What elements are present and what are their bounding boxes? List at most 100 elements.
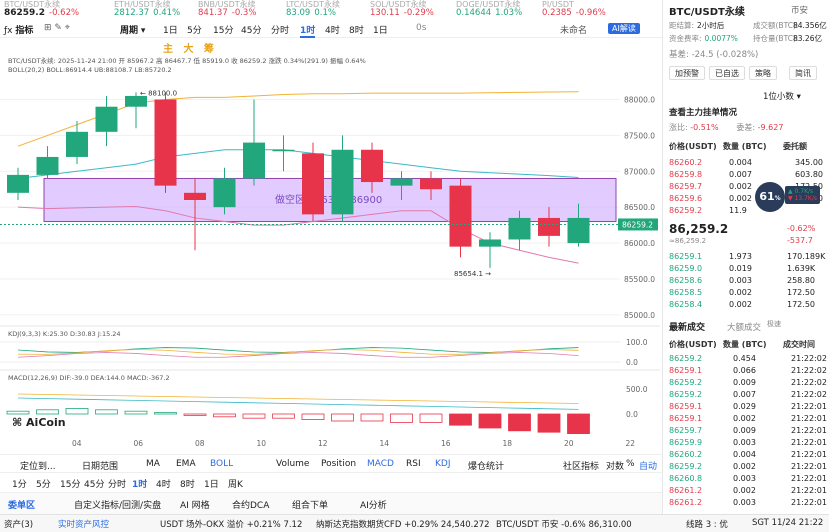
interval-15m[interactable]: 15分 bbox=[213, 26, 234, 36]
x-tick-label: 10 bbox=[257, 439, 267, 448]
bid-row[interactable]: 86259.1 1.973 170.189K bbox=[669, 251, 825, 263]
bid-row[interactable]: 86258.4 0.002 172.50 bbox=[669, 299, 825, 311]
period-0[interactable]: 1分 bbox=[12, 480, 27, 490]
period-4[interactable]: 分时 bbox=[108, 480, 127, 490]
order-tab-5[interactable]: AI分析 bbox=[360, 501, 387, 511]
interval-1d[interactable]: 1日 bbox=[163, 26, 178, 36]
last-price-sub: ≈86,259.2 bbox=[669, 237, 707, 245]
candle-body bbox=[7, 174, 29, 193]
assets-count[interactable]: 资产(3) bbox=[4, 520, 34, 530]
ticker-item[interactable]: BTC/USDT永续 86259.2 -0.62% bbox=[4, 0, 79, 18]
ticker-item[interactable]: SOL/USDT永续 130.11 -0.29% bbox=[370, 0, 434, 18]
tab-fast[interactable]: 极速 bbox=[767, 320, 781, 328]
strategy-button[interactable]: 策略 bbox=[749, 66, 777, 80]
x-tick-label: 12 bbox=[318, 439, 328, 448]
ticker-change: 0.41% bbox=[153, 8, 181, 18]
ind-ma[interactable]: MA bbox=[146, 459, 160, 469]
interval-1day[interactable]: 1日 bbox=[373, 26, 388, 36]
alert-button[interactable]: 加预警 bbox=[669, 66, 705, 80]
bid-row[interactable]: 86258.5 0.002 172.50 bbox=[669, 287, 825, 299]
trade-time: 21:22:01 bbox=[791, 402, 827, 411]
period-6[interactable]: 4时 bbox=[156, 480, 171, 490]
ask-price: 86259.6 bbox=[669, 194, 703, 203]
ticker-price: 86259.2 bbox=[4, 8, 45, 18]
percent-toggle[interactable]: % bbox=[626, 459, 635, 469]
stat-value: 2小时后 bbox=[697, 21, 725, 30]
trade-row: 86259.1 0.066 21:22:02 bbox=[669, 365, 827, 377]
main-order-link[interactable]: 查看主力挂单情况 bbox=[669, 108, 738, 118]
period-7[interactable]: 8时 bbox=[180, 480, 195, 490]
ticker-name: LTC/USDT永续 bbox=[286, 0, 341, 9]
macd-bar bbox=[154, 412, 177, 415]
trade-qty: 0.009 bbox=[733, 378, 756, 387]
ind-liquidation[interactable]: 爆仓统计 bbox=[468, 462, 505, 472]
candle-body bbox=[479, 239, 501, 247]
order-tab-4[interactable]: 组合下单 bbox=[292, 501, 329, 511]
ask-row[interactable]: 86260.2 0.004 345.00 bbox=[669, 157, 825, 169]
bid-row[interactable]: 86258.6 0.003 258.80 bbox=[669, 275, 825, 287]
tab-large-trades[interactable]: 大额成交 bbox=[727, 323, 762, 333]
ind-volume[interactable]: Volume bbox=[276, 459, 310, 469]
order-tab-2[interactable]: AI 网格 bbox=[180, 501, 210, 511]
toolbar-icons[interactable]: ⊞ ✎ ⌖ bbox=[44, 23, 70, 33]
x-tick-label: 14 bbox=[380, 439, 390, 448]
locate-button[interactable]: 定位到... bbox=[20, 462, 56, 472]
interval-timeline[interactable]: 分时 bbox=[271, 26, 290, 36]
favorite-button[interactable]: 已自选 bbox=[709, 66, 745, 80]
period-2[interactable]: 15分 bbox=[60, 480, 81, 490]
indicator-button[interactable]: ƒx 指标 bbox=[4, 26, 34, 36]
trade-price: 86259.2 bbox=[669, 378, 703, 387]
ind-position[interactable]: Position bbox=[321, 459, 357, 469]
depth-select[interactable]: 1位小数 ▾ bbox=[763, 92, 801, 102]
order-tab-0[interactable]: 委单区 bbox=[8, 501, 36, 511]
macd-bar bbox=[6, 410, 30, 415]
bid-qty: 0.002 bbox=[729, 300, 752, 309]
ask-row[interactable]: 86259.2 11.9 bbox=[669, 205, 825, 217]
interval-5m[interactable]: 5分 bbox=[187, 26, 202, 36]
speed-gauge[interactable]: 61% bbox=[755, 182, 785, 212]
community-indicator[interactable]: 社区指标 bbox=[563, 462, 600, 472]
ind-ema[interactable]: EMA bbox=[176, 459, 196, 469]
order-tab-3[interactable]: 合约DCA bbox=[232, 501, 270, 511]
interval-4h[interactable]: 4时 bbox=[325, 26, 340, 36]
ticker-item[interactable]: BNB/USDT永续 841.37 -0.3% bbox=[198, 0, 256, 18]
stat-label: 距结算: bbox=[669, 21, 695, 30]
ticker-item[interactable]: LTC/USDT永续 83.09 0.1% bbox=[286, 0, 340, 18]
risk-control[interactable]: 实时资产风控 bbox=[58, 520, 110, 530]
order-tab-1[interactable]: 自定义指标/回测/实盘 bbox=[74, 501, 162, 511]
news-button[interactable]: 简讯 bbox=[789, 66, 817, 80]
ask-qty: 0.004 bbox=[729, 158, 752, 167]
tab-latest-trades[interactable]: 最新成交 bbox=[669, 323, 706, 333]
period-5[interactable]: 1时 bbox=[132, 480, 148, 490]
ind-macd[interactable]: MACD bbox=[367, 459, 394, 469]
ob-col: 委托额 bbox=[783, 142, 807, 151]
interval-1h[interactable]: 1时 bbox=[300, 23, 316, 38]
price-chart[interactable]: 88000.0 87500.0 87000.0 86500.0 86000.0 85500… bbox=[0, 38, 660, 448]
daterange-button[interactable]: 日期范围 bbox=[82, 462, 119, 472]
period-8[interactable]: 1日 bbox=[204, 480, 219, 490]
boll-mid bbox=[17, 149, 579, 179]
bid-amount: 172.50 bbox=[787, 300, 815, 309]
trade-row: 86259.1 0.002 21:22:01 bbox=[669, 413, 827, 425]
ticker-change: -0.29% bbox=[403, 8, 434, 18]
log-toggle[interactable]: 对数 bbox=[606, 462, 625, 472]
ai-interpret-button[interactable]: AI解读 bbox=[608, 23, 640, 34]
layout-name[interactable]: 未命名 bbox=[560, 26, 588, 36]
period-1[interactable]: 5分 bbox=[36, 480, 51, 490]
ind-kdj[interactable]: KDJ bbox=[435, 459, 451, 469]
ticker-change: -0.62% bbox=[49, 8, 80, 18]
ind-rsi[interactable]: RSI bbox=[406, 459, 421, 469]
ind-boll[interactable]: BOLL bbox=[210, 459, 234, 469]
auto-toggle[interactable]: 自动 bbox=[639, 462, 658, 472]
ticker-item[interactable]: PI/USDT 0.2385 -0.96% bbox=[542, 0, 606, 18]
period-button[interactable]: 周期 ▾ bbox=[120, 26, 146, 36]
interval-45m[interactable]: 45分 bbox=[241, 26, 262, 36]
interval-8h[interactable]: 8时 bbox=[349, 26, 364, 36]
period-9[interactable]: 周K bbox=[228, 480, 243, 490]
zhu-da-chou-buttons[interactable]: 主 大 筹 bbox=[163, 44, 214, 55]
ticker-item[interactable]: ETH/USDT永续 2812.37 0.41% bbox=[114, 0, 180, 18]
period-3[interactable]: 45分 bbox=[84, 480, 105, 490]
ask-row[interactable]: 86259.8 0.007 603.80 bbox=[669, 169, 825, 181]
bid-row[interactable]: 86259.0 0.019 1.639K bbox=[669, 263, 825, 275]
ticker-item[interactable]: DOGE/USDT永续 0.14644 1.03% bbox=[456, 0, 522, 18]
